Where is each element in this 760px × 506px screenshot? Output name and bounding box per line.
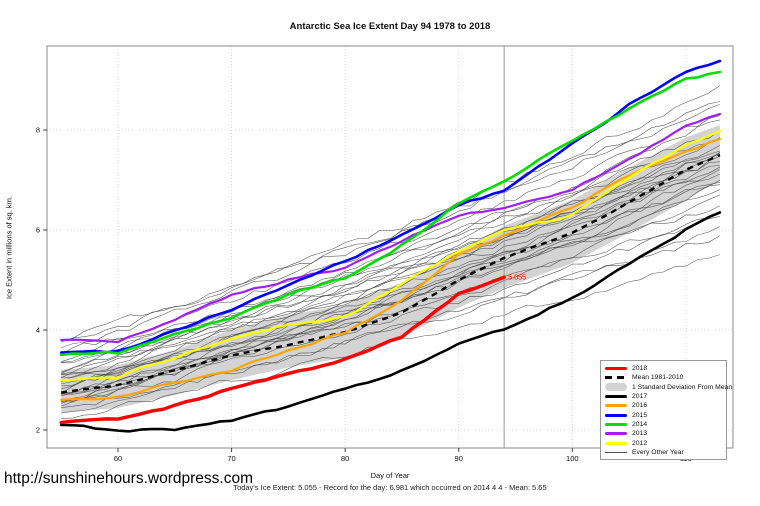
legend-row: 2015 <box>605 410 722 419</box>
legend-label: 2014 <box>632 420 648 428</box>
legend-label: Every Other Year <box>632 448 684 456</box>
year-line <box>61 150 720 373</box>
legend-swatch-thin <box>605 451 627 453</box>
legend-label: 1 Standard Deviation From Mean <box>632 383 733 391</box>
legend-swatch-thick <box>605 413 627 417</box>
year-line <box>61 151 721 378</box>
axis-ticks: 607080901001102468 <box>36 126 692 464</box>
legend-row: 2013 <box>605 429 722 438</box>
year-line <box>61 164 720 390</box>
y-tick-label: 4 <box>36 326 40 335</box>
legend-label: 2012 <box>632 439 648 447</box>
series-line-2014 <box>59 70 722 357</box>
year-line <box>61 166 721 402</box>
year-line <box>61 101 720 349</box>
legend-row: 1 Standard Deviation From Mean <box>605 383 732 392</box>
year-line <box>61 216 720 404</box>
legend-box: 2018 Mean 1981-2010 1 Standard Deviation F… <box>600 360 732 460</box>
y-tick-label: 6 <box>36 226 40 235</box>
every-other-year-lines <box>61 85 721 419</box>
footer-stats-note: Today's Ice Extent: 5.055 - Record for t… <box>233 483 547 492</box>
x-tick-label: 80 <box>341 454 349 463</box>
x-tick-label: 90 <box>455 454 463 463</box>
year-line <box>61 161 720 383</box>
legend-row: 2018 <box>605 364 722 373</box>
legend-label: 2013 <box>632 430 648 438</box>
legend-row: 2014 <box>605 420 722 429</box>
x-axis-label: Day of Year <box>370 471 410 480</box>
chart-title: Antarctic Sea Ice Extent Day 94 1978 to … <box>289 21 491 32</box>
series-line-2016 <box>60 137 722 402</box>
y-tick-label: 2 <box>36 426 40 435</box>
legend-swatch-thick <box>605 422 627 426</box>
legend-swatch-band <box>605 383 627 392</box>
site-url-text: http://sunshinehours.wordpress.com <box>4 470 253 487</box>
legend-swatch-thick <box>605 404 627 408</box>
year-line <box>61 152 721 379</box>
year-line <box>61 180 721 395</box>
legend-row: 2016 <box>605 401 722 410</box>
year-line <box>61 104 720 341</box>
legend-label: 2015 <box>632 411 648 419</box>
y-axis-label: Ice Extent in millions of sq. km. <box>4 196 14 299</box>
year-line <box>61 85 721 343</box>
year-line <box>61 184 720 402</box>
legend-swatch-thick <box>605 432 627 436</box>
legend-label: 2016 <box>632 402 648 410</box>
y-tick-label: 8 <box>36 126 40 135</box>
x-tick-label: 70 <box>227 454 235 463</box>
x-tick-label: 100 <box>566 454 579 463</box>
series-line-2013 <box>60 112 722 344</box>
year-line <box>61 226 721 414</box>
legend-row: Mean 1981-2010 <box>605 373 722 382</box>
legend-label: Mean 1981-2010 <box>632 374 684 382</box>
legend-label: 2018 <box>632 365 648 373</box>
plot-border <box>46 45 734 449</box>
series-line-2012 <box>60 129 722 382</box>
series-line-2017 <box>59 211 722 433</box>
legend-label: 2017 <box>632 393 648 401</box>
legend-swatch-thick <box>605 395 627 399</box>
legend-row: Every Other Year <box>605 448 722 457</box>
year-line <box>61 145 721 374</box>
series-line-2018 <box>59 275 506 425</box>
legend-swatch-thick <box>605 441 627 445</box>
year-line <box>61 130 721 363</box>
year-line <box>61 173 721 397</box>
legend-swatch-thick <box>605 367 627 371</box>
year-line <box>61 156 721 385</box>
year-line <box>61 205 721 403</box>
legend-row: 2012 <box>605 438 722 447</box>
x-tick-label: 60 <box>114 454 122 463</box>
legend-row: 2017 <box>605 392 722 401</box>
mean-line <box>61 153 721 394</box>
year-line <box>61 182 720 407</box>
current-extent-label: 5.055 <box>508 272 526 281</box>
legend-swatch-dashed <box>605 376 627 380</box>
year-line <box>61 137 721 363</box>
year-line <box>61 119 720 375</box>
